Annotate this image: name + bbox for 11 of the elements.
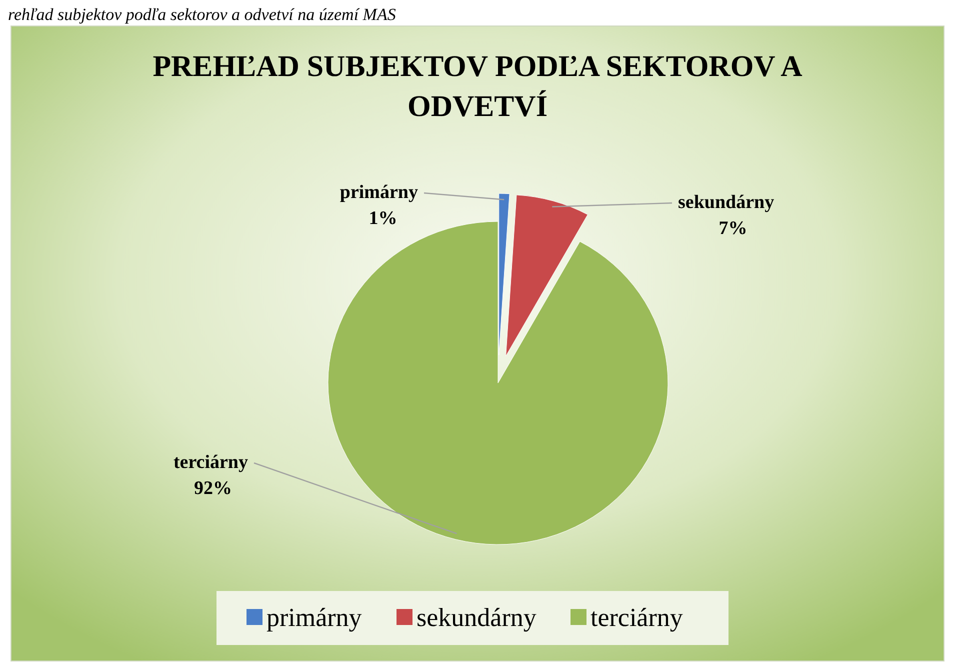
text: rehľad subjektov podľa sektorov a odvetví na území MAS: [8, 5, 396, 24]
slice-label: sekundárny: [678, 192, 775, 213]
legend-label: primárny: [266, 603, 362, 632]
data-label: 1%: [368, 208, 398, 229]
slice-label: primárny: [340, 182, 418, 203]
chart-title: PREHĽAD SUBJEKTOV PODĽA SEKTOROV A ODVETVÍ: [152, 50, 803, 123]
data-label: 7%: [718, 218, 748, 239]
data-label: 92%: [194, 478, 232, 499]
slice-label: terciárny: [173, 452, 248, 473]
legend-label: sekundárny: [416, 603, 536, 632]
slice-label: terciárny: [590, 603, 683, 632]
